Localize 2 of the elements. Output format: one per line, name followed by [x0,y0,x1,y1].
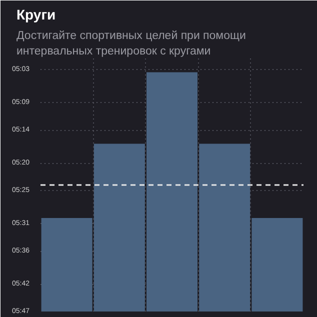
chart-title: Круги [16,6,56,22]
chart-subtitle: Достигайте спортивных целей при помощи интервальных тренировок с кругами [16,30,246,58]
